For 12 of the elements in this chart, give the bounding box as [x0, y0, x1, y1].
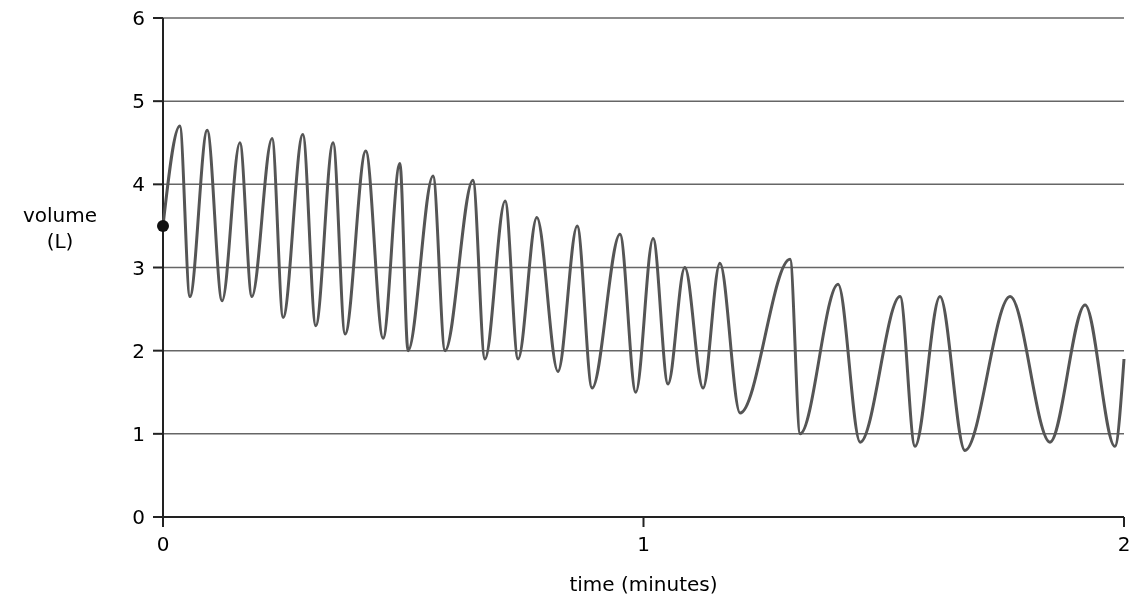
x-tick-label: 1 — [637, 532, 650, 556]
x-axis-title: time (minutes) — [569, 572, 718, 596]
y-tick-label: 2 — [132, 338, 145, 363]
y-tick-label: 3 — [132, 255, 145, 280]
y-tick-label: 4 — [132, 172, 145, 197]
y-tick-label: 1 — [132, 421, 145, 446]
y-tick-label: 0 — [132, 505, 145, 529]
x-tick-label: 2 — [1117, 532, 1131, 556]
y-tick-label: 5 — [132, 89, 145, 114]
x-tick-label: 0 — [156, 532, 170, 556]
y-tick-label: 6 — [132, 6, 145, 30]
y-axis-title: volume (L) — [22, 202, 98, 253]
